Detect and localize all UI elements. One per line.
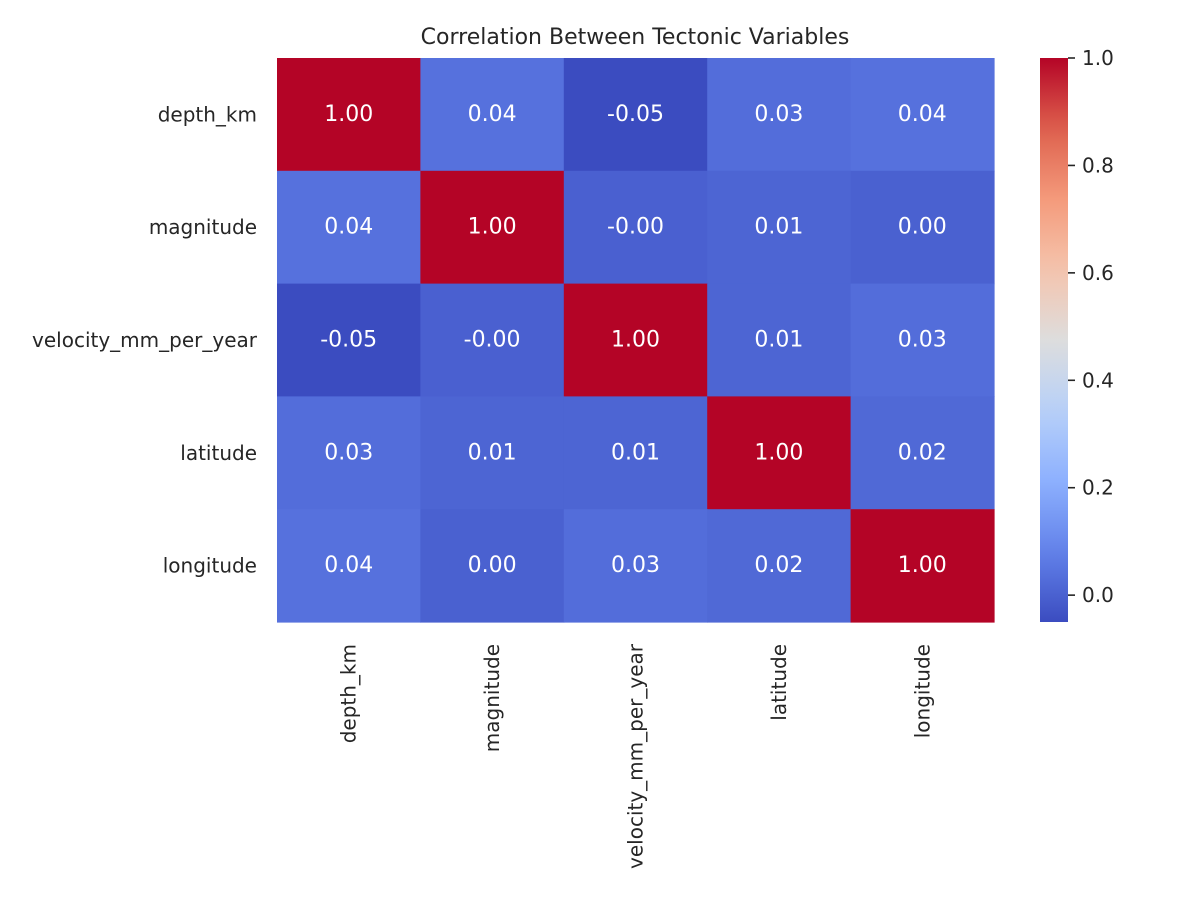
cell-value-label: 0.00 [898,215,947,240]
y-tick-label: velocity_mm_per_year [32,328,258,352]
cell-value-label: 0.03 [898,328,947,353]
colorbar-tick-label: 0.2 [1082,476,1114,500]
heatmap-cell [707,283,852,397]
y-tick-label: latitude [180,441,257,465]
x-tick-label: velocity_mm_per_year [624,643,648,869]
cell-value-label: -0.00 [607,215,664,240]
cell-value-label: 0.01 [754,215,803,240]
heatmap-cell [277,396,421,510]
heatmap-cell [563,58,708,172]
cell-value-label: 1.00 [324,102,373,127]
cell-value-label: -0.00 [464,328,521,353]
cell-value-label: 1.00 [611,328,660,353]
cell-value-label: 0.04 [898,102,947,127]
y-tick-label: longitude [163,554,257,578]
y-tick-label: depth_km [158,102,257,126]
x-tick-label: magnitude [480,644,504,752]
heatmap-cell [563,396,708,510]
cell-value-label: 0.00 [468,553,517,578]
heatmap-cell [420,396,565,510]
heatmap-cell [707,509,852,623]
heatmap-cell [707,396,852,510]
heatmap-cell [850,58,995,172]
cell-value-label: 1.00 [468,215,517,240]
heatmap-cell [277,283,421,397]
heatmap-cell [277,58,421,172]
heatmap-cells: 1.00 0.04 -0.05 0.03 0.04 0.04 1.00 -0.00 0.01 0.… [277,58,995,623]
heatmap-cell [850,170,995,285]
heatmap-cell [707,170,852,285]
cell-value-label: 0.02 [898,440,947,465]
cell-value-label: 1.00 [898,553,947,578]
x-tick-label: depth_km [337,644,361,743]
y-tick-labels: depth_km magnitude velocity_mm_per_yearlat… [32,102,258,577]
cell-value-label: -0.05 [607,102,664,127]
x-tick-label: latitude [767,644,791,721]
chart-title: Correlation Between Tectonic Variables [421,25,850,50]
heatmap-cell [420,58,565,172]
y-tick-label: magnitude [149,215,257,239]
heatmap-cell [563,283,708,397]
heatmap-cell [850,283,995,397]
heatmap-cell [277,509,421,623]
colorbar-tick-label: 0.0 [1082,583,1114,607]
colorbar-tick-label: 0.4 [1082,368,1114,392]
heatmap-cell [850,509,995,623]
cell-value-label: 0.01 [468,440,517,465]
colorbar-gradient [1040,58,1068,622]
cell-value-label: 0.03 [324,440,373,465]
x-tick-labels: depth_km magnitude velocity_mm_per_year lat… [337,643,935,869]
heatmap-cell [420,170,565,285]
cell-value-label: 0.03 [754,102,803,127]
heatmap-cell [850,396,995,510]
cell-value-label: 0.01 [611,440,660,465]
cell-value-label: 0.02 [754,553,803,578]
heatmap-cell [563,509,708,623]
colorbar: 0.0 0.2 0.4 0.6 0.8 1.0 [1040,46,1114,622]
heatmap-cell [277,170,421,285]
cell-value-label: 1.00 [754,440,803,465]
heatmap-cell [420,509,565,623]
cell-value-label: 0.04 [324,215,373,240]
colorbar-tick-label: 1.0 [1082,46,1114,70]
colorbar-tick-label: 0.6 [1082,261,1114,285]
x-tick-label: longitude [910,644,934,738]
cell-value-label: 0.04 [324,553,373,578]
cell-value-label: 0.03 [611,553,660,578]
heatmap-cell [420,283,565,397]
heatmap-cell [563,170,708,285]
cell-value-label: -0.05 [320,328,377,353]
colorbar-tick-label: 0.8 [1082,153,1114,177]
cell-value-label: 0.01 [754,328,803,353]
cell-value-label: 0.04 [468,102,517,127]
heatmap-cell [707,58,852,172]
